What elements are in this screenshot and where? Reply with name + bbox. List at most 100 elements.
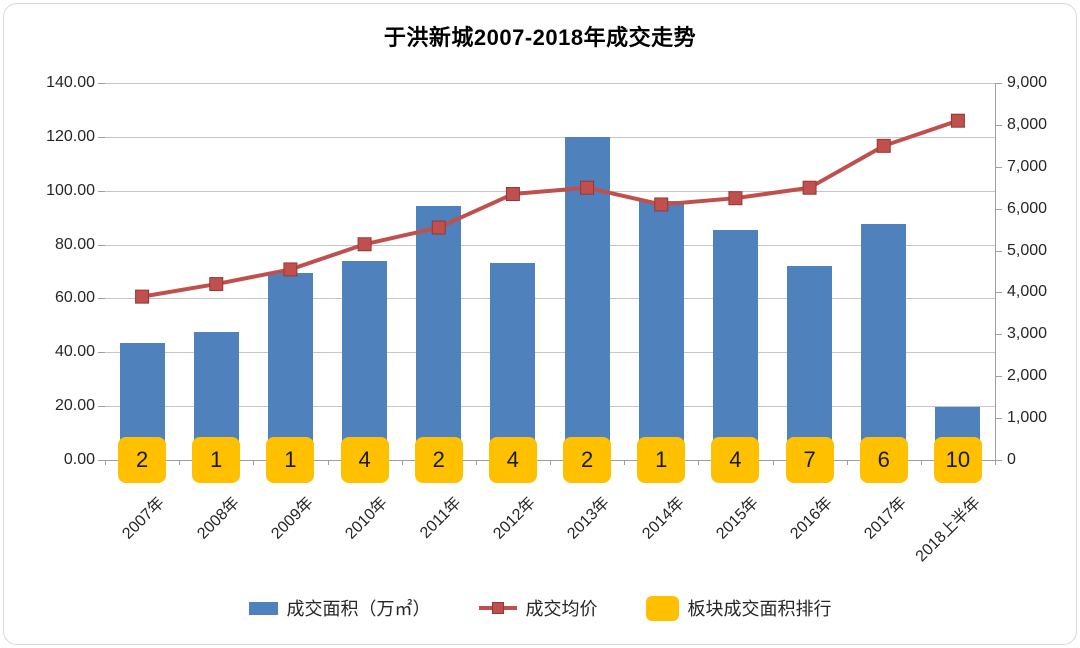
- x-tick-label: 2015年: [713, 494, 762, 543]
- y-tick-label-right: 9,000: [1007, 74, 1048, 91]
- y-tick-label-left: 60.00: [54, 289, 95, 307]
- x-axis-tick: [327, 460, 329, 465]
- bar-2016年: [787, 266, 833, 460]
- left-axis-tick: [98, 460, 105, 461]
- right-axis-tick: [995, 460, 1002, 461]
- gridline: [105, 298, 995, 300]
- gridline: [105, 190, 995, 192]
- rank-badge-2010年: 4: [340, 437, 389, 483]
- left-axis-tick: [98, 190, 105, 192]
- right-axis-tick: [995, 166, 1002, 168]
- y-tick-label-right: 5,000: [1007, 241, 1048, 259]
- legend: 成交面积（万㎡） 成交均价 板块成交面积排行: [0, 595, 1080, 621]
- bar-2010年: [342, 260, 388, 460]
- y-tick-label-right: 1,000: [1007, 409, 1048, 427]
- x-axis-tick: [253, 460, 255, 465]
- y-tick-label-left: 100.00: [46, 181, 95, 199]
- legend-item: 板块成交面积排行: [645, 595, 832, 621]
- bar-2017年: [861, 224, 907, 460]
- line-marker-2007年: [135, 289, 150, 304]
- line-marker-2015年: [728, 191, 743, 206]
- right-axis-tick: [995, 83, 1002, 84]
- x-axis-tick: [624, 460, 626, 465]
- line-marker-2017年: [876, 138, 891, 153]
- y-tick-label-left: 40.00: [54, 343, 95, 361]
- y-tick-label-right: 7,000: [1007, 157, 1048, 175]
- x-tick-label: 2009年: [268, 494, 317, 543]
- x-axis-tick: [475, 460, 477, 465]
- rank-badge-2012年: 4: [488, 437, 537, 483]
- right-axis-tick: [995, 334, 1002, 336]
- x-axis-tick: [772, 460, 774, 465]
- x-axis-tick: [401, 460, 403, 465]
- left-axis-tick: [98, 244, 105, 246]
- legend-bar-swatch: [248, 601, 278, 615]
- y-tick-label-left: 20.00: [54, 397, 95, 415]
- y-tick-label-right: 4,000: [1007, 283, 1048, 301]
- left-axis-tick: [98, 298, 105, 300]
- gridline: [105, 83, 995, 84]
- y-tick-label-right: 6,000: [1007, 199, 1048, 217]
- bar-2009年: [267, 272, 313, 460]
- gridline: [105, 136, 995, 138]
- rank-badge-2014年: 1: [637, 437, 686, 483]
- bar-2011年: [416, 205, 462, 460]
- line-marker-2016年: [802, 180, 817, 195]
- legend-label: 成交面积（万㎡）: [286, 599, 431, 619]
- left-axis-tick: [98, 136, 105, 138]
- legend-item: 成交均价: [478, 595, 598, 621]
- y-tick-label-left: 80.00: [54, 235, 95, 253]
- legend-label: 板块成交面积排行: [687, 599, 832, 619]
- bar-2013年: [564, 136, 610, 460]
- x-axis-tick: [179, 460, 181, 465]
- price-line: [141, 118, 959, 299]
- rank-badge-2011年: 2: [414, 437, 463, 483]
- bar-2012年: [490, 263, 536, 460]
- right-axis-tick: [995, 418, 1002, 420]
- y-tick-label-left: 120.00: [46, 127, 95, 145]
- x-tick-label: 2013年: [564, 494, 614, 543]
- x-axis-tick: [105, 460, 106, 465]
- x-tick-label: 2014年: [638, 494, 688, 543]
- rank-badge-2015年: 4: [711, 437, 760, 483]
- y-tick-label-left: 140.00: [46, 74, 95, 91]
- rank-badge-2018上半年: 10: [933, 437, 982, 483]
- right-axis-tick: [995, 250, 1002, 252]
- x-tick-label: 2016年: [787, 494, 836, 543]
- rank-badge-2016年: 7: [785, 437, 834, 483]
- x-axis-tick: [846, 460, 848, 465]
- y-tick-label-left: 0.00: [63, 451, 95, 468]
- legend-label: 成交均价: [525, 599, 598, 619]
- rank-badge-2009年: 1: [266, 437, 315, 483]
- rank-badge-2008年: 1: [192, 437, 241, 483]
- gridline: [105, 406, 995, 408]
- x-axis-tick: [550, 460, 551, 465]
- chart-title: 于洪新城2007-2018年成交走势: [383, 25, 697, 50]
- x-tick-label: 2017年: [861, 494, 911, 543]
- x-tick-label: 2010年: [342, 494, 391, 543]
- right-axis-line: [995, 83, 996, 465]
- x-tick-label: 2018上半年: [913, 494, 985, 566]
- line-marker-2008年: [209, 277, 224, 292]
- line-marker-2018上半年: [950, 113, 965, 128]
- legend-line-swatch: [478, 601, 517, 615]
- x-tick-label: 2012年: [490, 494, 540, 543]
- left-axis-tick: [98, 352, 105, 354]
- left-axis-tick: [98, 406, 105, 408]
- x-axis-tick: [920, 460, 922, 465]
- x-tick-label: 2008年: [193, 494, 243, 543]
- right-axis-tick: [995, 124, 1002, 126]
- left-axis-tick: [98, 83, 105, 84]
- x-axis-tick: [698, 460, 700, 465]
- y-tick-label-right: 3,000: [1007, 325, 1048, 343]
- rank-badge-2017年: 6: [859, 437, 908, 483]
- right-axis-tick: [995, 376, 1002, 378]
- y-tick-label-right: 2,000: [1007, 367, 1048, 385]
- legend-item: 成交面积（万㎡）: [248, 595, 431, 621]
- rank-badge-2013年: 2: [563, 437, 612, 483]
- line-marker-2012年: [505, 187, 520, 202]
- x-tick-label: 2007年: [119, 494, 169, 543]
- rank-badge-2007年: 2: [118, 437, 167, 483]
